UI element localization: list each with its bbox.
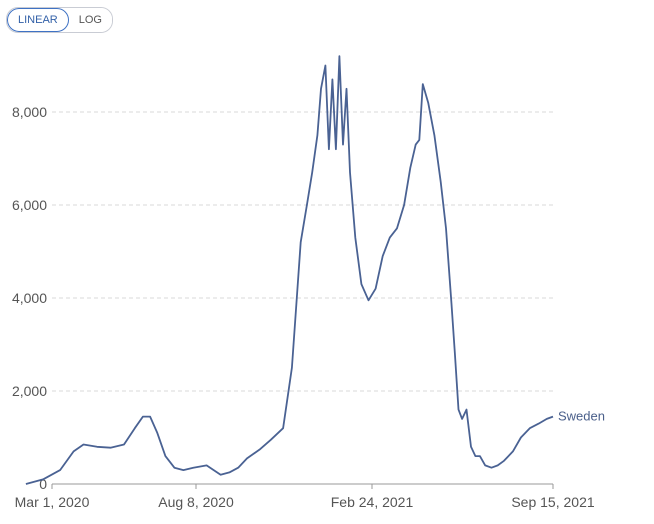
series-label: Sweden <box>558 409 605 424</box>
scale-toggle: LINEAR LOG <box>6 7 113 33</box>
y-tick-label: 2,000 <box>12 383 47 399</box>
y-tick-label: 6,000 <box>12 197 47 213</box>
log-scale-button[interactable]: LOG <box>68 8 112 32</box>
x-tick-label: Sep 15, 2021 <box>511 494 595 510</box>
y-tick-label: 8,000 <box>12 104 47 120</box>
linear-scale-button[interactable]: LINEAR <box>7 8 69 32</box>
series-line <box>25 55 554 485</box>
series-layer: Sweden <box>25 55 605 485</box>
y-tick-label: 4,000 <box>12 290 47 306</box>
x-tick-label: Mar 1, 2020 <box>15 494 90 510</box>
y-tick-label: 0 <box>39 476 47 492</box>
x-tick-label: Aug 8, 2020 <box>158 494 234 510</box>
y-axis: 0 2,000 4,000 6,000 8,000 <box>12 104 47 492</box>
x-tick-label: Feb 24, 2021 <box>331 494 414 510</box>
x-axis: Mar 1, 2020 Aug 8, 2020 Feb 24, 2021 Sep 15… <box>15 483 595 510</box>
grid-lines <box>52 111 553 392</box>
